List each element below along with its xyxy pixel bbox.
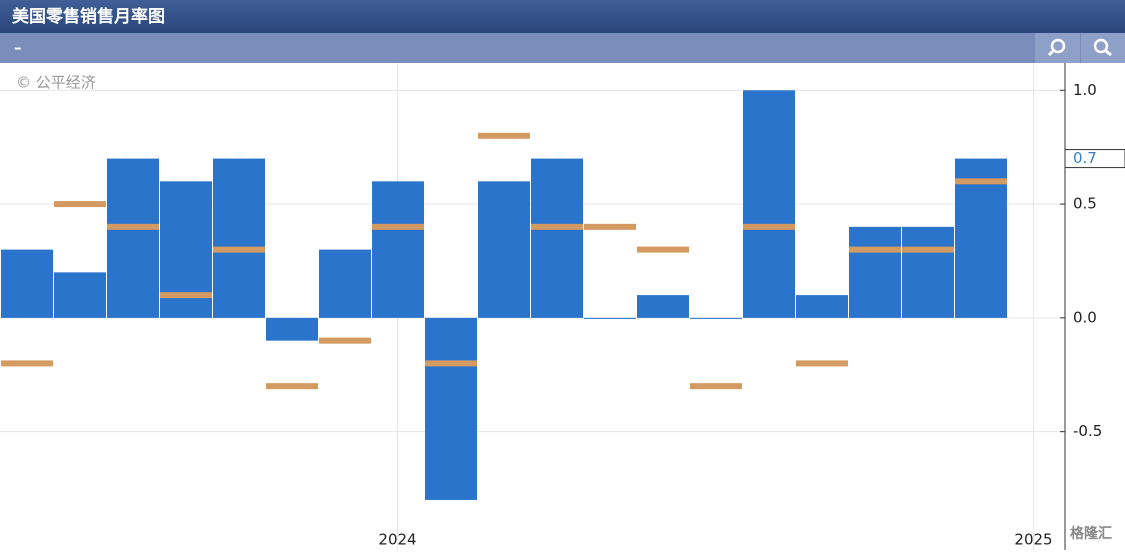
zoom-out-icon xyxy=(1105,49,1112,57)
bar xyxy=(849,226,901,318)
forecast-marker xyxy=(796,360,848,367)
forecast-marker xyxy=(425,360,477,367)
zoom-out-icon xyxy=(1093,38,1109,54)
forecast-marker xyxy=(478,132,530,139)
collapse-button[interactable]: – xyxy=(14,39,22,57)
toolbar xyxy=(0,33,1125,63)
y-tick-label: -0.5 xyxy=(1073,422,1102,440)
zoom-in-icon xyxy=(1047,49,1055,57)
zoom-out-button[interactable] xyxy=(1081,33,1125,63)
zoom-in-icon xyxy=(1050,38,1066,54)
bar xyxy=(372,181,424,318)
forecast-marker xyxy=(902,246,954,253)
forecast-marker xyxy=(107,223,159,230)
forecast-marker xyxy=(743,223,795,230)
forecast-marker xyxy=(849,246,901,253)
forecast-marker xyxy=(637,246,689,253)
x-tick-label: 2024 xyxy=(378,531,416,549)
bar xyxy=(319,249,371,318)
bar xyxy=(213,158,265,318)
forecast-marker xyxy=(266,383,318,390)
forecast-marker xyxy=(160,292,212,299)
logo-watermark: 格隆汇 xyxy=(1070,525,1112,542)
bar xyxy=(531,158,583,318)
title-bar xyxy=(0,0,1125,33)
forecast-marker xyxy=(584,223,636,230)
zoom-in-button[interactable] xyxy=(1035,33,1080,63)
forecast-marker xyxy=(690,383,742,390)
last-value-box xyxy=(1064,149,1125,169)
forecast-marker xyxy=(372,223,424,230)
x-tick-label: 2025 xyxy=(1014,531,1052,549)
watermark: © 公平经济 xyxy=(16,74,96,92)
bar xyxy=(637,295,689,318)
bar xyxy=(425,317,477,500)
forecast-marker xyxy=(955,178,1007,185)
bar xyxy=(690,317,742,319)
bar xyxy=(584,317,636,319)
bar xyxy=(107,158,159,318)
bar xyxy=(902,226,954,318)
forecast-marker xyxy=(319,337,371,344)
bar xyxy=(1,249,53,318)
y-tick-label: 0.5 xyxy=(1073,195,1097,213)
bar xyxy=(955,158,1007,318)
forecast-marker xyxy=(531,223,583,230)
bar xyxy=(743,90,795,318)
last-value-label: 0.7 xyxy=(1073,149,1097,167)
bar xyxy=(796,295,848,318)
bar xyxy=(266,317,318,341)
chart-title: 美国零售销售月率图 xyxy=(12,6,165,27)
forecast-marker xyxy=(213,246,265,253)
forecast-marker xyxy=(54,201,106,208)
y-tick-label: 0.0 xyxy=(1073,308,1097,326)
bar xyxy=(54,272,106,318)
plot-area: 2024 2025 xyxy=(0,63,1065,550)
forecast-marker xyxy=(1,360,53,367)
y-tick-label: 1.0 xyxy=(1073,81,1097,99)
bar xyxy=(478,181,530,318)
